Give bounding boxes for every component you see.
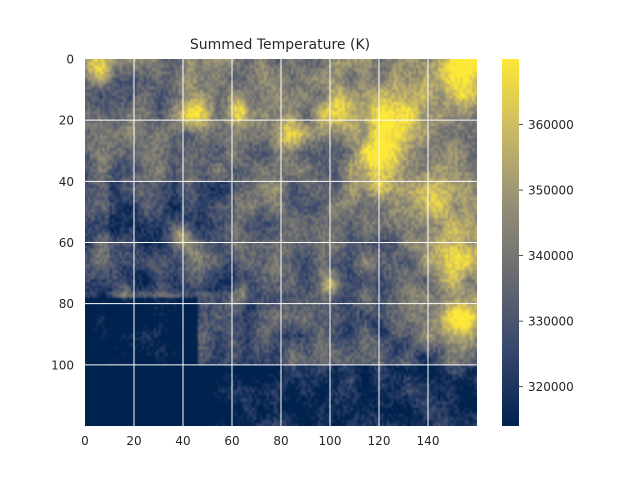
x-tick-label: 140	[417, 434, 440, 448]
y-tick-label: 80	[59, 297, 74, 311]
y-axis-ticks: 0 20 40 60 80 100	[51, 53, 74, 373]
x-tick-label: 80	[273, 434, 288, 448]
x-tick-label: 20	[126, 434, 141, 448]
grid-lines	[85, 59, 477, 426]
y-tick-label: 0	[66, 53, 74, 67]
y-tick-label: 100	[51, 358, 74, 372]
x-axis-ticks: 0 20 40 60 80 100 120 140	[81, 434, 439, 448]
colorbar-tick-label: 350000	[528, 184, 574, 198]
x-tick-label: 60	[224, 434, 239, 448]
colorbar-gradient	[502, 59, 519, 426]
y-tick-label: 20	[59, 114, 74, 128]
x-tick-label: 100	[319, 434, 342, 448]
colorbar-tick-label: 360000	[528, 118, 574, 132]
x-tick-label: 0	[81, 434, 89, 448]
colorbar-tick-label: 330000	[528, 315, 574, 329]
x-tick-label: 120	[368, 434, 391, 448]
colorbar-tick-label: 340000	[528, 249, 574, 263]
colorbar-tick-label: 320000	[528, 380, 574, 394]
y-tick-label: 40	[59, 175, 74, 189]
x-tick-label: 40	[175, 434, 190, 448]
colorbar: 320000 330000 340000 350000 360000	[502, 59, 574, 426]
chart-title: Summed Temperature (K)	[190, 37, 370, 53]
y-tick-label: 60	[59, 236, 74, 250]
